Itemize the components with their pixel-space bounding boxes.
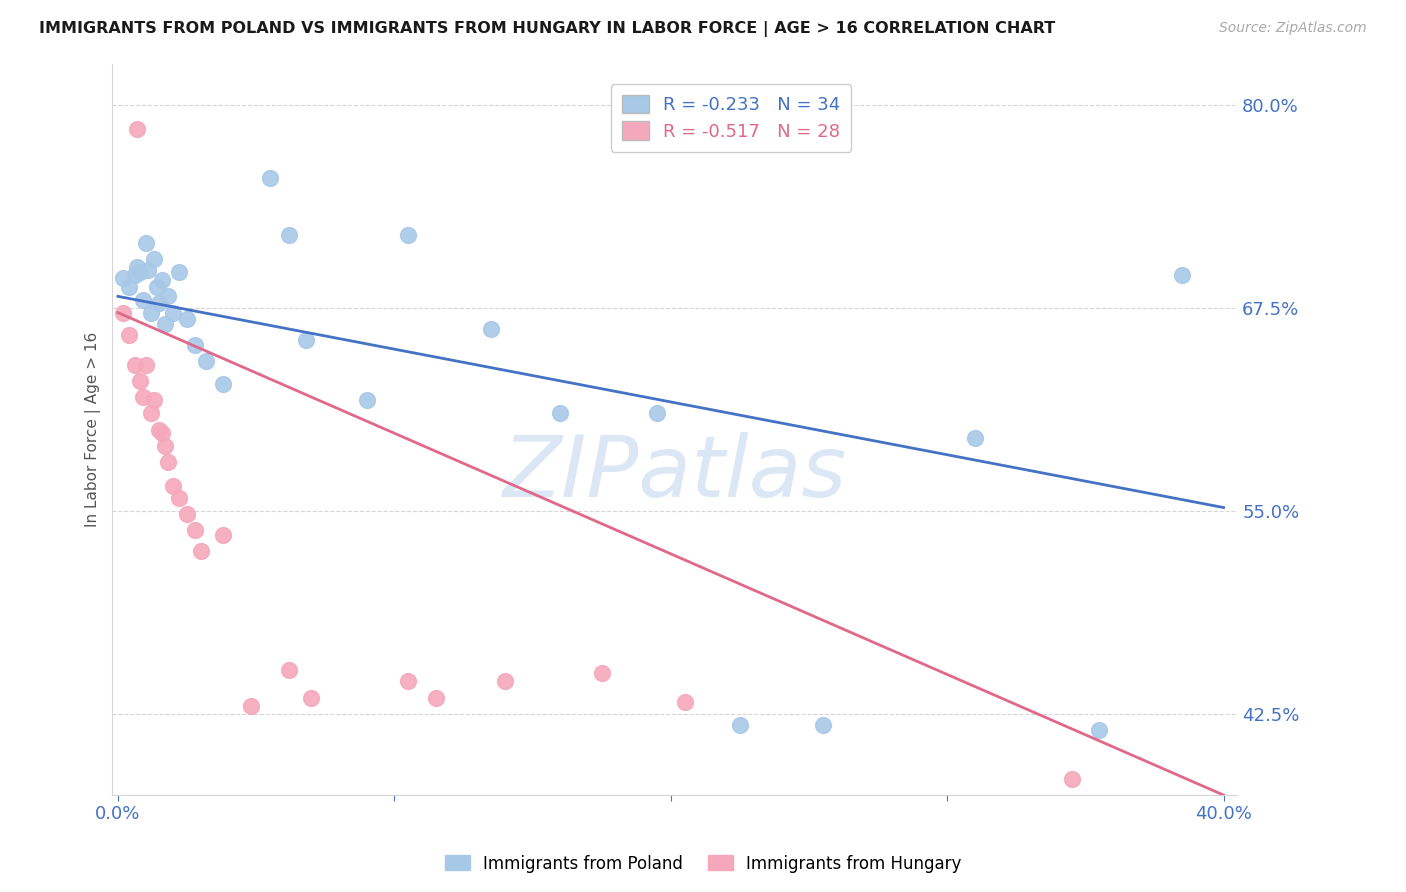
Point bbox=[295, 333, 318, 347]
Point bbox=[142, 393, 165, 408]
Point bbox=[278, 663, 301, 677]
Point bbox=[139, 305, 162, 319]
Point bbox=[396, 227, 419, 242]
Point bbox=[129, 374, 152, 388]
Point bbox=[396, 674, 419, 689]
Point bbox=[212, 377, 235, 392]
Text: ZIPatlas: ZIPatlas bbox=[503, 432, 846, 515]
Point bbox=[259, 170, 281, 185]
Point bbox=[184, 523, 207, 537]
Point bbox=[645, 406, 668, 420]
Point bbox=[548, 406, 571, 420]
Point bbox=[176, 507, 198, 521]
Text: IMMIGRANTS FROM POLAND VS IMMIGRANTS FROM HUNGARY IN LABOR FORCE | AGE > 16 CORR: IMMIGRANTS FROM POLAND VS IMMIGRANTS FRO… bbox=[39, 21, 1056, 37]
Point bbox=[195, 354, 218, 368]
Point bbox=[156, 455, 179, 469]
Point bbox=[162, 479, 184, 493]
Point bbox=[1088, 723, 1111, 737]
Point bbox=[963, 431, 986, 445]
Point bbox=[239, 698, 262, 713]
Point bbox=[1171, 268, 1194, 283]
Point bbox=[127, 122, 149, 136]
Point bbox=[112, 305, 135, 319]
Point bbox=[494, 674, 516, 689]
Point bbox=[129, 265, 152, 279]
Point bbox=[124, 268, 146, 283]
Point bbox=[278, 227, 301, 242]
Point bbox=[811, 718, 834, 732]
Point bbox=[132, 293, 155, 307]
Point bbox=[132, 390, 155, 404]
Point bbox=[112, 271, 135, 285]
Legend: Immigrants from Poland, Immigrants from Hungary: Immigrants from Poland, Immigrants from … bbox=[437, 848, 969, 880]
Point bbox=[148, 423, 170, 437]
Point bbox=[150, 425, 173, 440]
Point bbox=[153, 439, 176, 453]
Point bbox=[728, 718, 751, 732]
Point bbox=[118, 328, 141, 343]
Point bbox=[212, 528, 235, 542]
Point bbox=[135, 235, 157, 250]
Point bbox=[156, 289, 179, 303]
Point bbox=[148, 296, 170, 310]
Point bbox=[150, 273, 173, 287]
Point bbox=[356, 393, 378, 408]
Y-axis label: In Labor Force | Age > 16: In Labor Force | Age > 16 bbox=[86, 332, 101, 527]
Point bbox=[479, 322, 502, 336]
Point bbox=[118, 279, 141, 293]
Point bbox=[162, 305, 184, 319]
Point bbox=[190, 544, 212, 558]
Point bbox=[127, 260, 149, 274]
Point bbox=[591, 666, 613, 681]
Point bbox=[167, 265, 190, 279]
Point bbox=[153, 317, 176, 331]
Text: Source: ZipAtlas.com: Source: ZipAtlas.com bbox=[1219, 21, 1367, 36]
Point bbox=[135, 358, 157, 372]
Point bbox=[176, 312, 198, 326]
Point bbox=[184, 338, 207, 352]
Point bbox=[1060, 772, 1083, 786]
Point bbox=[673, 696, 696, 710]
Point bbox=[142, 252, 165, 266]
Point bbox=[299, 690, 322, 705]
Legend: R = -0.233   N = 34, R = -0.517   N = 28: R = -0.233 N = 34, R = -0.517 N = 28 bbox=[610, 84, 851, 152]
Point bbox=[425, 690, 447, 705]
Point bbox=[124, 358, 146, 372]
Point bbox=[138, 263, 160, 277]
Point bbox=[167, 491, 190, 505]
Point bbox=[139, 406, 162, 420]
Point bbox=[145, 279, 167, 293]
